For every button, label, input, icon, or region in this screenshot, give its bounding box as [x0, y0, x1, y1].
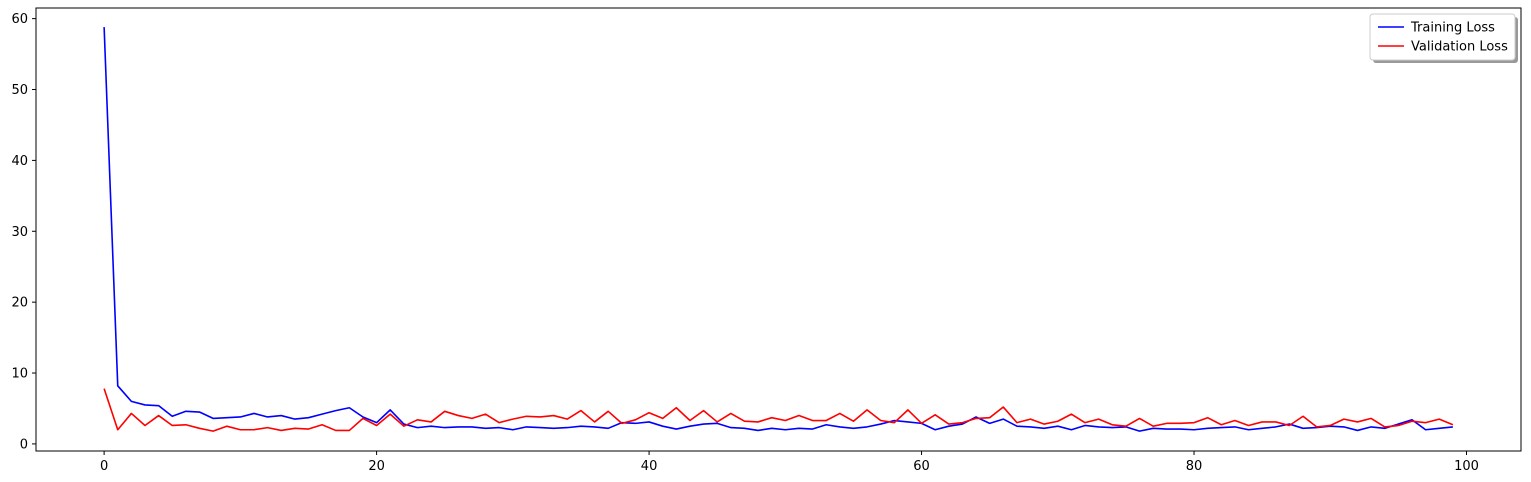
series-layer: [103, 27, 1454, 432]
y-tick-label: 20: [11, 296, 28, 311]
x-tick-label: 0: [100, 459, 108, 474]
y-tick-label: 40: [11, 154, 28, 169]
series-line-validation-loss: [103, 388, 1454, 432]
plot-frame: [35, 7, 1522, 452]
y-tick-label: 10: [11, 367, 28, 382]
y-tick-label: 30: [11, 225, 28, 240]
series-line-training-loss: [103, 27, 1453, 432]
y-axis: 0 10 20 30 40 50 60: [11, 12, 36, 452]
x-axis: 0 20 40 60 80 100: [100, 451, 1479, 474]
legend-label: Validation Loss: [1411, 40, 1508, 55]
x-tick-label: 40: [641, 459, 658, 474]
legend: Training Loss Validation Loss: [1369, 13, 1518, 63]
x-tick-label: 60: [913, 459, 930, 474]
legend-label: Training Loss: [1410, 21, 1495, 36]
y-tick-label: 60: [11, 12, 28, 27]
y-tick-label: 0: [20, 437, 28, 452]
x-tick-label: 80: [1186, 459, 1203, 474]
x-tick-label: 100: [1454, 459, 1479, 474]
y-tick-label: 50: [11, 83, 28, 98]
x-tick-label: 20: [368, 459, 385, 474]
legend-box: [1369, 13, 1516, 61]
